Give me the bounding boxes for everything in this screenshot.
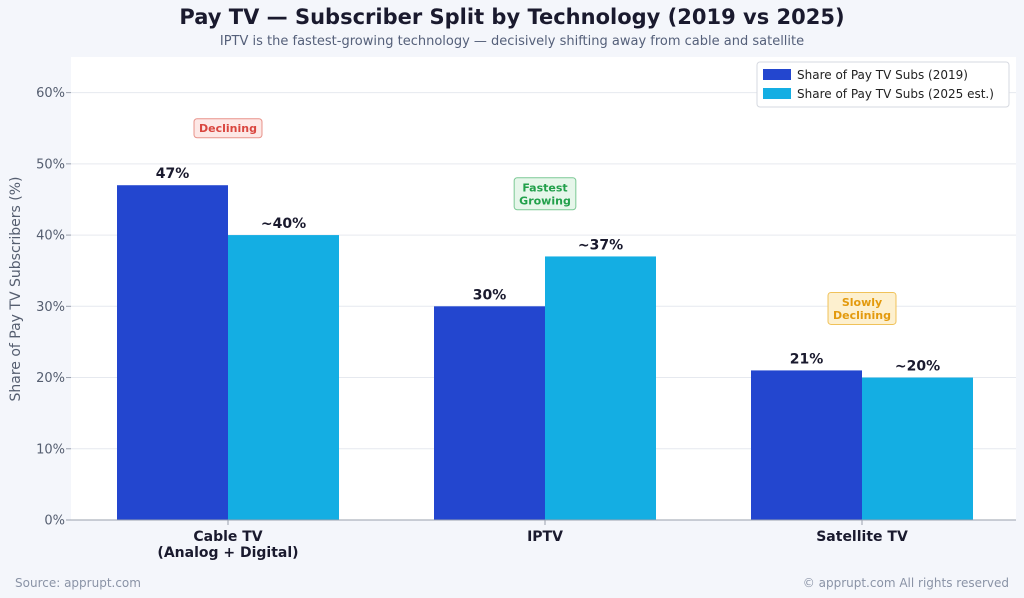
y-tick-label: 40% [36,229,65,244]
annotation-text: Fastest [522,181,567,194]
y-tick-label: 30% [36,300,65,315]
x-tick-label: (Analog + Digital) [157,545,298,561]
y-tick-label: 50% [36,157,65,172]
legend-label: Share of Pay TV Subs (2025 est.) [797,87,994,101]
legend-swatch-share-of-pay-tv-subs-2025-est [763,88,791,99]
legend-swatch-share-of-pay-tv-subs-2019 [763,69,791,80]
y-tick-label: 20% [36,371,65,386]
data-label: ~40% [261,216,306,232]
data-label: 30% [473,287,507,303]
y-tick-label: 0% [44,514,65,529]
y-tick-label: 10% [36,442,65,457]
x-tick-label: Satellite TV [816,529,908,545]
chart-subtitle: IPTV is the fastest-growing technology —… [219,34,805,49]
annotation-box [513,177,577,211]
annotation-text: Declining [199,122,257,135]
data-label: ~37% [578,237,623,253]
annotation-box [193,118,263,139]
copyright-note: © apprupt.com All rights reserved [802,576,1009,590]
bar-share-of-pay-tv-subs-2019-2 [751,370,862,520]
x-tick-label: Cable TV [193,529,262,545]
legend-label: Share of Pay TV Subs (2019) [797,68,968,82]
chart-title: Pay TV — Subscriber Split by Technology … [179,5,845,29]
data-label: ~20% [895,359,940,375]
x-tick-label: IPTV [527,529,563,545]
y-axis-label: Share of Pay TV Subscribers (%) [8,176,24,401]
y-axis-ticks: 0% 10% 20% 30% 40% 50% 60% [36,86,71,529]
x-axis-ticks: Cable TV(Analog + Digital) IPTV Satellite … [157,520,908,561]
bar-share-of-pay-tv-subs-2019-0 [117,185,228,520]
bars [117,185,973,521]
data-labels: 47% 30% 21% ~40% ~37% ~20% [156,166,940,374]
legend: Share of Pay TV Subs (2019) Share of Pay … [756,61,1010,108]
bar-share-of-pay-tv-subs-2025-est-2 [862,377,973,520]
bar-share-of-pay-tv-subs-2019-1 [434,306,545,520]
legend-box [756,61,1010,108]
annotation-declining: Declining [193,118,263,139]
bar-share-of-pay-tv-subs-2025-est-1 [545,256,656,520]
y-tick-label: 60% [36,86,65,101]
annotation-text: Slowly [842,296,882,309]
source-note: Source: apprupt.com [15,576,141,590]
annotation-box [827,291,897,325]
annotation-text: Declining [833,309,891,322]
annotation-text: Growing [519,194,571,207]
bar-share-of-pay-tv-subs-2025-est-0 [228,235,339,521]
data-label: 21% [790,351,824,367]
data-label: 47% [156,166,190,182]
